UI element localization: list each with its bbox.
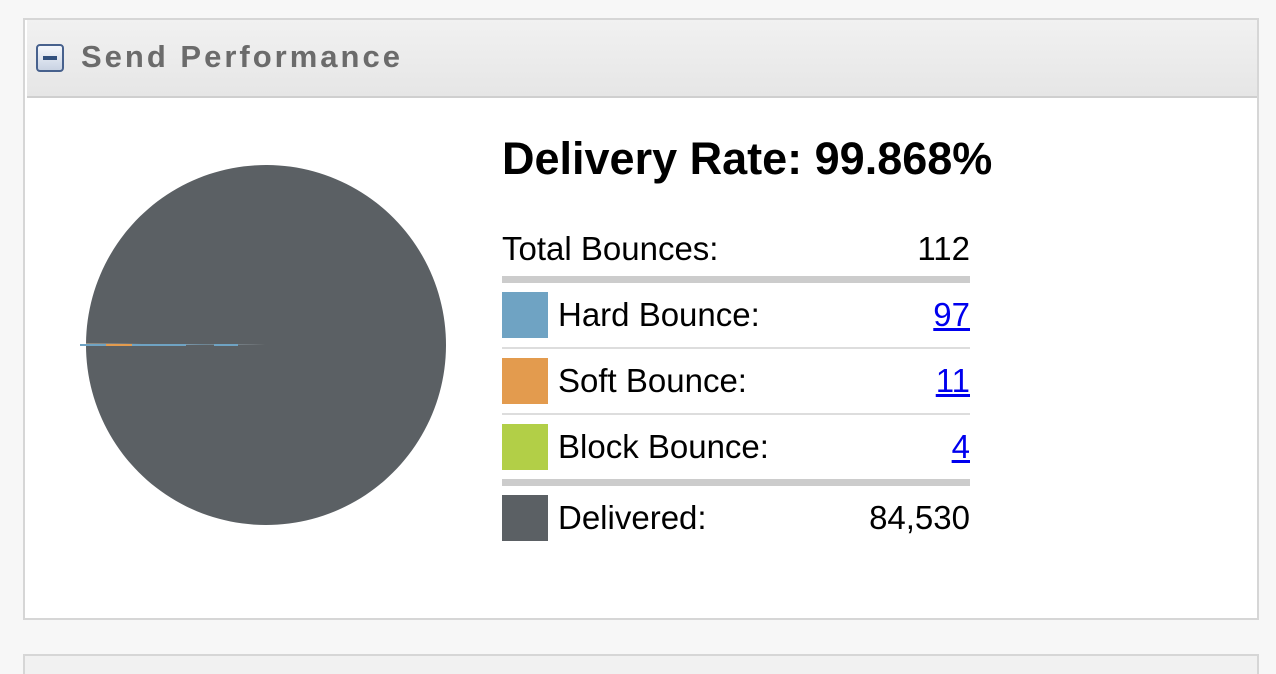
soft-bounce-swatch — [502, 358, 548, 404]
next-panel-edge — [23, 654, 1259, 674]
hard-bounce-swatch — [502, 292, 548, 338]
total-bounces-value: 112 — [917, 230, 970, 267]
block-bounce-label: Block Bounce: — [558, 428, 769, 465]
block-bounce-swatch — [502, 424, 548, 470]
bounce-stats: Total Bounces: 112 Hard Bounce: 97 Soft … — [502, 222, 970, 550]
delivered-swatch — [502, 495, 548, 541]
divider — [502, 479, 970, 486]
block-bounce-link[interactable]: 4 — [951, 428, 970, 465]
hard-bounce-link[interactable]: 97 — [933, 296, 970, 333]
delivered-row: Delivered: 84,530 — [502, 486, 970, 550]
divider — [502, 413, 970, 415]
delivery-pie-chart — [78, 157, 454, 533]
hard-bounce-label: Hard Bounce: — [558, 296, 760, 333]
delivered-label: Delivered: — [558, 499, 707, 536]
pie-slice-delivered — [86, 164, 447, 525]
divider — [502, 347, 970, 349]
soft-bounce-row: Soft Bounce: 11 — [502, 349, 970, 413]
soft-bounce-link[interactable]: 11 — [935, 362, 970, 399]
panel-header: Send Performance — [27, 20, 1257, 98]
hard-bounce-row: Hard Bounce: 97 — [502, 283, 970, 347]
divider — [502, 276, 970, 283]
delivered-value: 84,530 — [869, 499, 970, 536]
total-bounces-label: Total Bounces: — [502, 230, 719, 267]
soft-bounce-label: Soft Bounce: — [558, 362, 747, 399]
delivery-rate: Delivery Rate: 99.868% — [502, 133, 993, 184]
total-bounces-row: Total Bounces: 112 — [502, 222, 970, 276]
block-bounce-row: Block Bounce: 4 — [502, 415, 970, 479]
minus-icon — [43, 56, 57, 60]
panel-title: Send Performance — [81, 39, 403, 74]
collapse-icon[interactable] — [36, 44, 64, 72]
